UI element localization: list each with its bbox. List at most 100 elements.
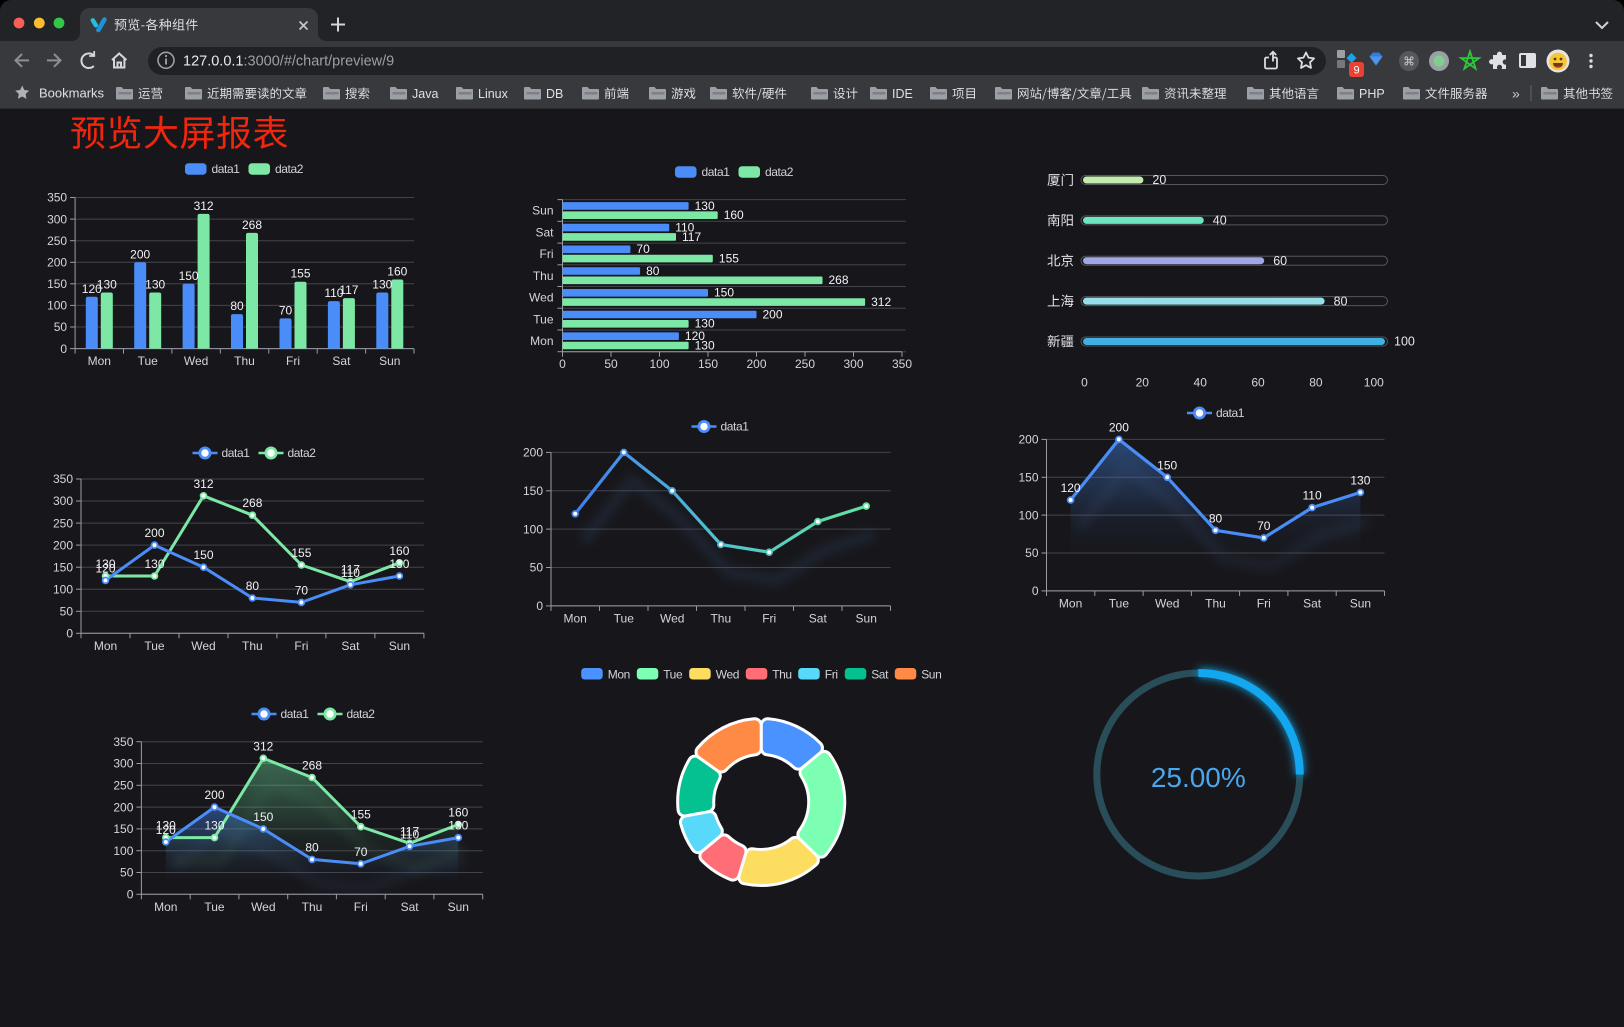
svg-text:Sat: Sat — [341, 639, 360, 653]
svg-text:130: 130 — [156, 819, 176, 833]
svg-text:130: 130 — [695, 199, 715, 213]
svg-text:Sat: Sat — [809, 611, 828, 625]
svg-text:data1: data1 — [1216, 406, 1245, 420]
svg-text:80: 80 — [305, 840, 319, 854]
svg-text:150: 150 — [1157, 458, 1177, 472]
svg-text:Fri: Fri — [286, 354, 300, 368]
svg-text:100: 100 — [47, 299, 67, 313]
svg-text:50: 50 — [60, 605, 74, 619]
svg-text:110: 110 — [400, 827, 419, 841]
svg-text:312: 312 — [253, 739, 273, 753]
svg-text:117: 117 — [682, 230, 701, 244]
svg-text:250: 250 — [113, 779, 133, 793]
svg-text:130: 130 — [97, 278, 117, 292]
svg-text:350: 350 — [53, 472, 73, 486]
svg-text:150: 150 — [523, 484, 543, 498]
svg-text:Wed: Wed — [716, 668, 739, 682]
svg-text:200: 200 — [523, 446, 543, 460]
svg-text:Bookmarks: Bookmarks — [39, 86, 105, 101]
svg-text:100: 100 — [53, 582, 73, 596]
svg-text:268: 268 — [242, 218, 262, 232]
svg-text:160: 160 — [387, 265, 407, 279]
svg-text:155: 155 — [290, 267, 310, 281]
svg-text:⌘: ⌘ — [1403, 55, 1415, 69]
svg-text:60: 60 — [1251, 376, 1265, 390]
svg-text:Thu: Thu — [710, 611, 731, 625]
svg-text:250: 250 — [795, 357, 815, 371]
svg-text:130: 130 — [695, 338, 715, 352]
svg-text:350: 350 — [47, 191, 67, 205]
svg-text:150: 150 — [193, 548, 213, 562]
svg-text:80: 80 — [1309, 376, 1323, 390]
svg-text:Fri: Fri — [540, 247, 554, 261]
svg-text:130: 130 — [389, 557, 409, 571]
svg-text:50: 50 — [604, 357, 618, 371]
svg-text:IDE: IDE — [892, 87, 913, 101]
svg-text:120: 120 — [95, 561, 115, 575]
svg-text:110: 110 — [341, 566, 360, 580]
svg-text:130: 130 — [372, 278, 392, 292]
svg-text:Wed: Wed — [660, 611, 684, 625]
svg-text:Thu: Thu — [234, 354, 255, 368]
svg-text:Tue: Tue — [614, 611, 635, 625]
svg-text:Tue: Tue — [204, 900, 225, 914]
svg-text:data2: data2 — [347, 707, 376, 721]
svg-text:data2: data2 — [765, 165, 794, 179]
svg-text:data1: data1 — [702, 165, 731, 179]
svg-text:DB: DB — [546, 87, 563, 101]
svg-text:Sat: Sat — [871, 668, 889, 682]
svg-text:40: 40 — [1213, 214, 1227, 228]
svg-text:130: 130 — [695, 317, 715, 331]
svg-text:312: 312 — [193, 477, 213, 491]
svg-text:data1: data1 — [222, 446, 251, 460]
svg-text:Sun: Sun — [921, 668, 941, 682]
svg-text:Wed: Wed — [191, 639, 215, 653]
svg-text:150: 150 — [179, 269, 199, 283]
svg-text:155: 155 — [719, 252, 739, 266]
svg-text:80: 80 — [646, 264, 660, 278]
svg-text:Thu: Thu — [772, 668, 791, 682]
svg-text:200: 200 — [763, 307, 783, 321]
svg-text:150: 150 — [53, 560, 73, 574]
svg-text:PHP: PHP — [1359, 87, 1385, 101]
svg-text:Wed: Wed — [184, 354, 208, 368]
svg-text:Mon: Mon — [608, 668, 630, 682]
svg-text:117: 117 — [341, 563, 360, 577]
svg-text:150: 150 — [47, 277, 67, 291]
svg-text:100: 100 — [1394, 335, 1415, 349]
svg-text:150: 150 — [1018, 471, 1038, 485]
svg-text:312: 312 — [871, 295, 891, 309]
svg-text:Fri: Fri — [762, 611, 776, 625]
svg-text:350: 350 — [113, 735, 133, 749]
svg-text:0: 0 — [66, 627, 73, 641]
svg-text:300: 300 — [113, 757, 133, 771]
svg-text:Wed: Wed — [251, 900, 275, 914]
svg-text:100: 100 — [113, 844, 133, 858]
svg-text:Tue: Tue — [663, 668, 683, 682]
svg-text:Sun: Sun — [389, 639, 410, 653]
svg-text:50: 50 — [530, 561, 544, 575]
svg-text:200: 200 — [1109, 420, 1129, 434]
svg-text:Mon: Mon — [564, 611, 587, 625]
svg-text:70: 70 — [1257, 519, 1271, 533]
svg-text:data1: data1 — [281, 707, 310, 721]
svg-text:Tue: Tue — [144, 639, 165, 653]
svg-text:268: 268 — [242, 496, 262, 510]
svg-text:268: 268 — [302, 759, 322, 773]
svg-text:130: 130 — [95, 557, 115, 571]
svg-text:155: 155 — [291, 546, 311, 560]
svg-text:Thu: Thu — [302, 900, 323, 914]
svg-text:data2: data2 — [275, 162, 304, 176]
svg-text:data2: data2 — [288, 446, 317, 460]
svg-text:160: 160 — [389, 544, 409, 558]
svg-text:Fri: Fri — [354, 900, 368, 914]
svg-text:Fri: Fri — [825, 668, 838, 682]
svg-text:350: 350 — [892, 357, 912, 371]
svg-text:117: 117 — [339, 283, 358, 297]
svg-text:40: 40 — [1194, 376, 1208, 390]
svg-text:150: 150 — [698, 357, 718, 371]
svg-text:100: 100 — [1364, 376, 1384, 390]
svg-text:200: 200 — [204, 788, 224, 802]
svg-text:100: 100 — [523, 522, 543, 536]
svg-text:20: 20 — [1152, 173, 1166, 187]
